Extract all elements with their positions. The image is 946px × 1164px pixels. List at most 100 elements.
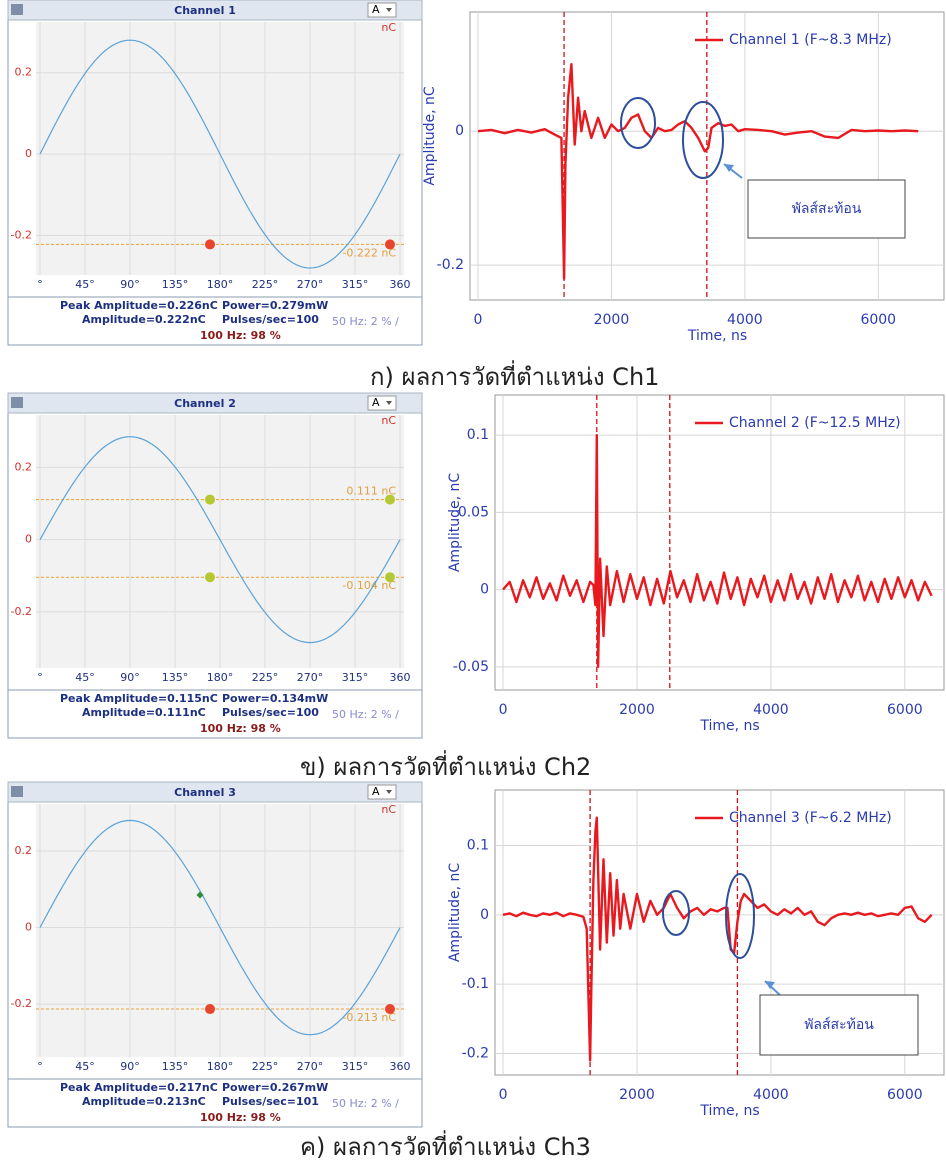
selector-value: A: [372, 785, 380, 798]
waveform-line: [502, 434, 933, 668]
caption: ค) ผลการวัดที่ตำแหน่ง Ch3: [300, 1130, 591, 1161]
pd-point: [196, 891, 204, 899]
selector-value: A: [372, 3, 380, 16]
x-axis-label: Time, ns: [699, 1103, 759, 1119]
x-tick-label: 315°: [342, 671, 369, 684]
threshold-label: -0.213 nC: [342, 1011, 396, 1024]
x-tick-label: 135°: [162, 278, 189, 291]
reference-sine: [39, 39, 401, 269]
pd-point: [385, 239, 395, 250]
x-tick-label: 2000: [619, 1087, 655, 1103]
x-axis-label: Time, ns: [699, 718, 759, 734]
annotation-text: พัลส์สะท้อน: [792, 200, 862, 217]
x-tick-label: 45°: [75, 1060, 95, 1073]
reference-sine: [39, 819, 401, 1036]
x-tick-label: °: [37, 278, 43, 291]
x-tick-label: 180°: [207, 278, 234, 291]
panel-header: [7, 781, 423, 803]
threshold-label: 0.111 nC: [346, 485, 396, 498]
legend-label: Channel 2 (F~12.5 MHz): [729, 415, 901, 431]
stat-text: Pulses/sec=100: [222, 313, 319, 326]
selector-box[interactable]: [367, 2, 397, 18]
selector-arrow: [386, 8, 392, 12]
x-tick-label: 0: [474, 312, 483, 328]
x-tick-label: 135°: [162, 1060, 189, 1073]
stat-text: 50 Hz: 2 % /: [332, 1097, 399, 1110]
highlight-ellipse: [662, 890, 690, 936]
stat-text: 50 Hz: 2 % /: [332, 315, 399, 328]
y-tick-label: 0: [455, 123, 464, 139]
pd-point: [385, 572, 395, 583]
stat-text: 50 Hz: 2 % /: [332, 708, 399, 721]
x-tick-label: 180°: [207, 671, 234, 684]
arrow-head: [765, 981, 775, 989]
waveform-line: [502, 816, 933, 1062]
pd-point: [385, 494, 395, 505]
caption: ข) ผลการวัดที่ตำแหน่ง Ch2: [300, 750, 591, 781]
selector-box[interactable]: [367, 784, 397, 800]
x-tick-label: 315°: [342, 1060, 369, 1073]
x-tick-label: 315°: [342, 278, 369, 291]
unit-label: nC: [381, 21, 396, 34]
y-tick-label: 0: [25, 921, 32, 934]
save-icon: [11, 786, 23, 797]
x-tick-label: 90°: [120, 1060, 140, 1073]
threshold-label: -0.104 nC: [342, 579, 396, 592]
stat-text: Power=0.267mW: [222, 1081, 328, 1094]
x-tick-label: 45°: [75, 671, 95, 684]
x-tick-label: 180°: [207, 1060, 234, 1073]
waveform-panel: 0 2000 4000 6000 -0.05 0 0.05 0.1 Time, ns Amplit…: [447, 394, 945, 734]
x-tick-label: 6000: [887, 702, 923, 718]
x-tick-label: 0: [499, 702, 508, 718]
stat-text: Peak Amplitude=0.226nC: [60, 299, 218, 312]
stat-text: 100 Hz: 98 %: [200, 722, 281, 735]
highlight-ellipse: [682, 101, 724, 179]
panel-header: [7, 392, 423, 414]
y-tick-label: 0: [25, 147, 32, 160]
stat-text: Pulses/sec=100: [222, 706, 319, 719]
x-tick-label: 2000: [594, 312, 630, 328]
stat-text: Pulses/sec=101: [222, 1095, 319, 1108]
y-tick-label: -0.2: [11, 228, 32, 241]
x-tick-label: 45°: [75, 278, 95, 291]
y-tick-label: 0.05: [458, 504, 489, 520]
phase-panel: Channel 3 A ° 45° 90° 135° 180° 225° 270° 315° 360…: [7, 781, 423, 1128]
x-tick-label: 2000: [619, 702, 655, 718]
panel-header: [7, 0, 423, 21]
unit-label: nC: [381, 803, 396, 816]
y-tick-label: 0: [480, 907, 489, 923]
pd-point: [385, 1004, 395, 1015]
panel-title: Channel 1: [174, 4, 236, 17]
stat-text: Amplitude=0.222nC: [82, 313, 206, 326]
phase-panel: Channel 1 A ° 45° 90° 135° 180° 225° 270° 315° 360…: [7, 0, 423, 346]
y-axis-label: Amplitude, nC: [422, 86, 438, 186]
legend-label: Channel 3 (F~6.2 MHz): [729, 810, 892, 826]
y-tick-label: -0.05: [453, 659, 489, 675]
save-icon: [11, 397, 23, 408]
stat-text: Peak Amplitude=0.217nC: [60, 1081, 218, 1094]
y-tick-label: -0.2: [11, 997, 32, 1010]
reference-sine: [39, 436, 401, 644]
x-tick-label: 270°: [297, 278, 324, 291]
y-tick-label: -0.2: [462, 1046, 489, 1062]
stat-text: Peak Amplitude=0.115nC: [60, 692, 218, 705]
y-tick-label: 0: [25, 533, 32, 546]
stat-text: Power=0.279mW: [222, 299, 328, 312]
x-tick-label: 4000: [727, 312, 763, 328]
x-tick-label: °: [37, 671, 43, 684]
stat-text: Amplitude=0.111nC: [82, 706, 206, 719]
pd-point: [205, 494, 215, 505]
stat-text: 100 Hz: 98 %: [200, 1111, 281, 1124]
annotation-text: พัลส์สะท้อน: [804, 1016, 874, 1033]
y-tick-label: -0.2: [437, 257, 464, 273]
pd-point: [205, 572, 215, 583]
selector-arrow: [386, 790, 392, 794]
x-tick-label: 135°: [162, 671, 189, 684]
y-tick-label: 0.1: [467, 427, 489, 443]
selector-arrow: [386, 401, 392, 405]
selector-box[interactable]: [367, 395, 397, 411]
y-tick-label: 0: [480, 582, 489, 598]
x-tick-label: 90°: [120, 671, 140, 684]
y-tick-label: -0.2: [11, 605, 32, 618]
